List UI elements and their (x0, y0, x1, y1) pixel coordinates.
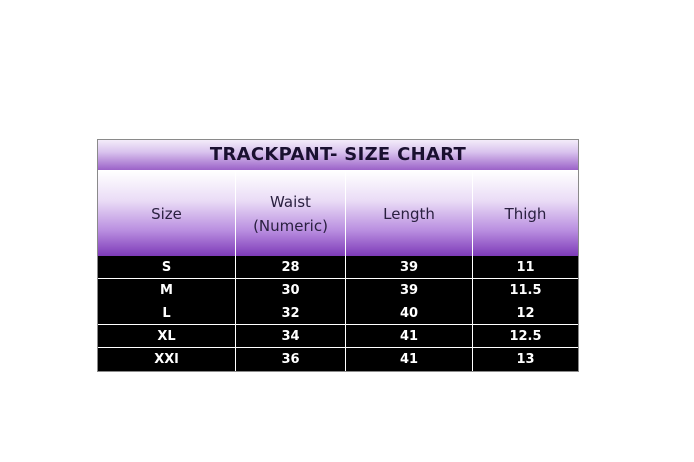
size-chart-table: TRACKPANT- SIZE CHART Size Waist (Numeri… (97, 139, 579, 372)
cell-waist: 34 (236, 325, 346, 347)
header-waist: Waist (Numeric) (236, 171, 346, 256)
cell-length: 41 (346, 325, 473, 347)
table-row: L 32 40 12 (98, 302, 578, 325)
cell-size: XL (98, 325, 236, 347)
cell-thigh: 11 (516, 259, 535, 275)
cell-thigh: 13 (516, 352, 535, 367)
table-row: S 28 39 11 (98, 256, 578, 279)
cell-thigh: 12.5 (509, 328, 542, 344)
table-row: XXl 36 41 13 (98, 348, 578, 371)
cell-size: M (98, 279, 236, 302)
cell-length: 39 (346, 279, 473, 302)
cell-length: 40 (346, 302, 473, 324)
header-length: Length (346, 171, 473, 256)
header-size: Size (98, 171, 236, 256)
chart-title: TRACKPANT- SIZE CHART (98, 140, 578, 171)
cell-size: S (98, 256, 236, 278)
cell-length: 39 (346, 256, 473, 278)
cell-size: L (98, 302, 236, 324)
cell-thigh: 12 (516, 305, 535, 321)
table-row: M 30 39 11.5 (98, 279, 578, 302)
header-thigh: Thigh (504, 204, 547, 223)
cell-length: 41 (346, 348, 473, 371)
cell-waist: 32 (236, 302, 346, 324)
table-row: XL 34 41 12.5 (98, 325, 578, 348)
cell-size: XXl (98, 348, 236, 371)
table-body: S 28 39 11 M 30 39 11.5 L 32 40 12 XL 34 41 12.5 XXl 36 41… (98, 256, 578, 371)
cell-waist: 36 (236, 348, 346, 371)
cell-waist: 30 (236, 279, 346, 302)
cell-thigh: 11.5 (509, 283, 542, 298)
cell-waist: 28 (236, 256, 346, 278)
header-row: Size Waist (Numeric) Length Thigh (98, 171, 578, 256)
